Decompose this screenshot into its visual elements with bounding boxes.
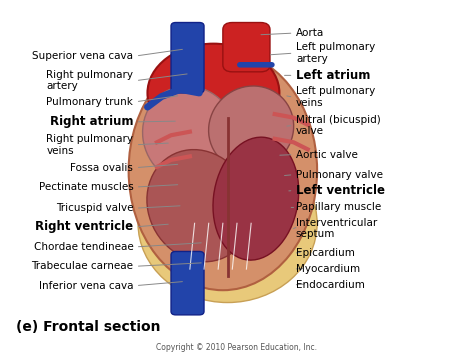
Ellipse shape: [213, 137, 299, 260]
Ellipse shape: [147, 44, 279, 142]
Text: Trabeculae carneae: Trabeculae carneae: [31, 261, 133, 271]
Text: Superior vena cava: Superior vena cava: [32, 51, 133, 61]
FancyBboxPatch shape: [171, 251, 204, 315]
Text: Aorta: Aorta: [296, 28, 324, 38]
Text: Left atrium: Left atrium: [296, 69, 370, 82]
Text: Pulmonary trunk: Pulmonary trunk: [46, 97, 133, 107]
Text: Fossa ovalis: Fossa ovalis: [71, 163, 133, 173]
Ellipse shape: [128, 51, 317, 290]
FancyBboxPatch shape: [223, 22, 270, 72]
Text: Endocardium: Endocardium: [296, 280, 365, 290]
Text: Left ventricle: Left ventricle: [296, 184, 385, 197]
Ellipse shape: [147, 149, 252, 262]
Text: Myocardium: Myocardium: [296, 264, 360, 274]
Text: Copyright © 2010 Pearson Education, Inc.: Copyright © 2010 Pearson Education, Inc.: [156, 343, 318, 352]
Text: Right ventricle: Right ventricle: [35, 220, 133, 233]
Ellipse shape: [138, 144, 317, 302]
Text: Tricuspid valve: Tricuspid valve: [56, 203, 133, 213]
Text: Right pulmonary
veins: Right pulmonary veins: [46, 134, 133, 155]
Text: Right atrium: Right atrium: [50, 115, 133, 129]
Text: Left pulmonary
veins: Left pulmonary veins: [296, 86, 375, 108]
Text: Inferior vena cava: Inferior vena cava: [39, 281, 133, 291]
Ellipse shape: [143, 86, 237, 185]
Text: (e) Frontal section: (e) Frontal section: [16, 320, 160, 334]
Text: Chordae tendineae: Chordae tendineae: [34, 242, 133, 252]
Ellipse shape: [209, 86, 294, 170]
Text: Epicardium: Epicardium: [296, 248, 355, 258]
FancyBboxPatch shape: [171, 22, 204, 93]
Text: Pulmonary valve: Pulmonary valve: [296, 170, 383, 180]
Text: Mitral (bicuspid)
valve: Mitral (bicuspid) valve: [296, 115, 381, 136]
Text: Aortic valve: Aortic valve: [296, 149, 358, 160]
Text: Right pulmonary
artery: Right pulmonary artery: [46, 70, 133, 92]
Text: Papillary muscle: Papillary muscle: [296, 202, 381, 212]
Text: Pectinate muscles: Pectinate muscles: [38, 182, 133, 192]
Text: Interventricular
septum: Interventricular septum: [296, 218, 377, 239]
Text: Left pulmonary
artery: Left pulmonary artery: [296, 42, 375, 64]
